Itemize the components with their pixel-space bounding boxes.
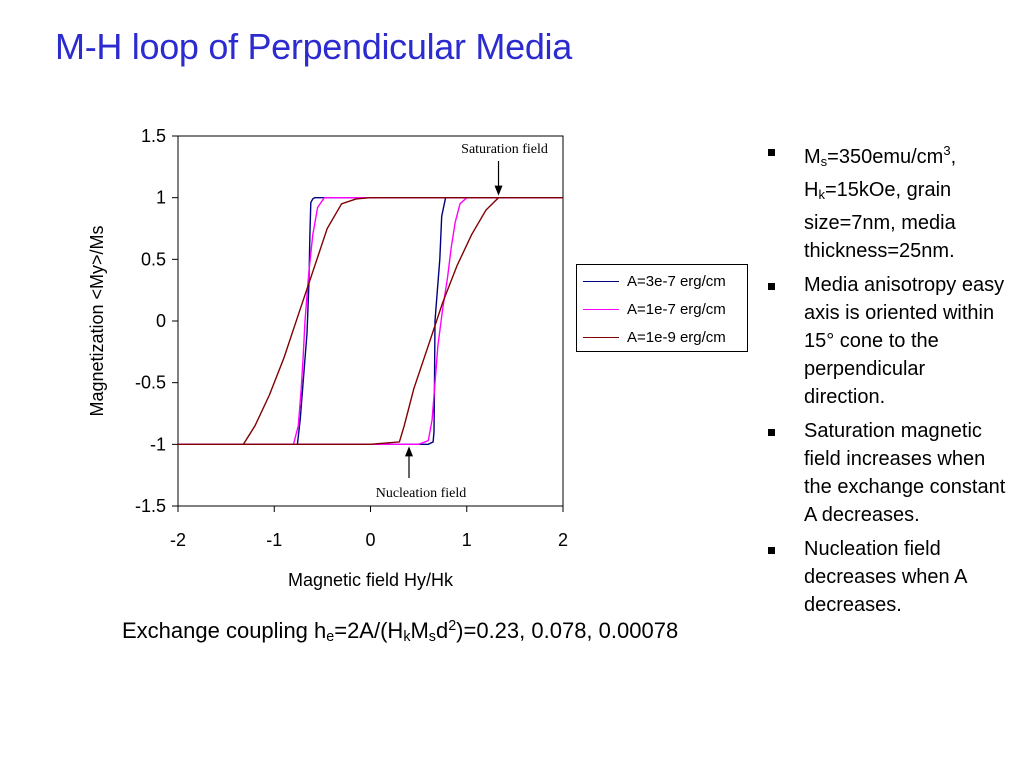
annotation-arrow-head	[405, 446, 413, 457]
bullet-marker	[768, 283, 775, 290]
legend-entry: A=3e-7 erg/cm	[583, 269, 726, 293]
x-tick-label: 1	[462, 530, 472, 550]
y-tick-label: 0	[156, 311, 166, 331]
chart-legend: A=3e-7 erg/cm A=1e-7 erg/cm A=1e-9 erg/c…	[576, 264, 748, 352]
bullet-item: Ms=350emu/cm3, Hk=15kOe, grain size=7nm,…	[766, 137, 1006, 265]
y-tick-label: 1	[156, 188, 166, 208]
legend-swatch	[583, 280, 619, 282]
y-tick-label: -1	[150, 434, 166, 454]
y-tick-label: -0.5	[135, 373, 166, 393]
y-tick-label: -1.5	[135, 496, 166, 516]
exchange-coupling-caption: Exchange coupling he=2A/(HkMsd2)=0.23, 0…	[122, 618, 679, 645]
x-tick-label: 0	[365, 530, 375, 550]
bullet-list: Ms=350emu/cm3, Hk=15kOe, grain size=7nm,…	[766, 137, 1006, 625]
legend-label: A=1e-9 erg/cm	[627, 328, 726, 346]
plot-area-frame	[177, 135, 564, 507]
legend-label: A=3e-7 erg/cm	[627, 272, 726, 290]
x-tick-label: 2	[558, 530, 568, 550]
bullet-marker	[768, 429, 775, 436]
bullet-item: Media anisotropy easy axis is oriented w…	[766, 271, 1006, 411]
bullet-marker	[768, 547, 775, 554]
series-line	[178, 196, 563, 445]
x-axis-label: Magnetic field Hy/Hk	[288, 570, 454, 590]
x-tick-label: -1	[266, 530, 282, 550]
legend-swatch	[583, 336, 619, 338]
bullet-item: Saturation magnetic field increases when…	[766, 417, 1006, 529]
annotation-label: Saturation field	[461, 142, 548, 157]
legend-entry: A=1e-7 erg/cm	[583, 297, 726, 321]
y-tick-label: 0.5	[141, 249, 166, 269]
legend-swatch	[583, 308, 619, 310]
y-tick-label: 1.5	[141, 126, 166, 146]
series-line	[178, 196, 563, 445]
slide-title: M-H loop of Perpendicular Media	[55, 26, 572, 67]
bullet-item: Nucleation field decreases when A decrea…	[766, 535, 1006, 619]
y-axis-label: Magnetization <My>/Ms	[87, 225, 107, 416]
series-line	[178, 196, 563, 445]
annotation-label: Nucleation field	[376, 486, 467, 501]
legend-label: A=1e-7 erg/cm	[627, 300, 726, 318]
x-tick-label: -2	[170, 530, 186, 550]
bullet-marker	[768, 149, 775, 156]
annotation-arrow-head	[494, 185, 503, 196]
legend-entry: A=1e-9 erg/cm	[583, 325, 726, 349]
